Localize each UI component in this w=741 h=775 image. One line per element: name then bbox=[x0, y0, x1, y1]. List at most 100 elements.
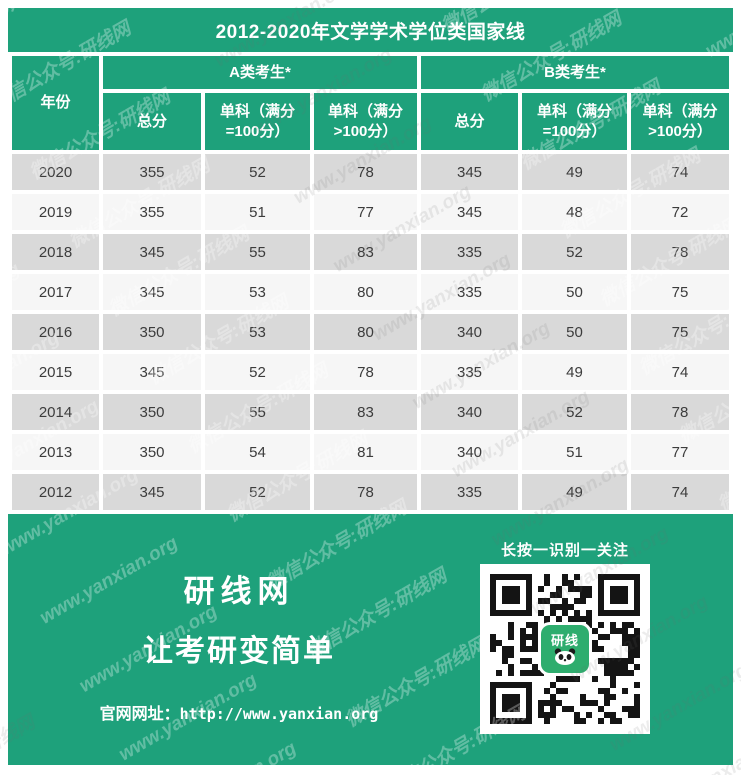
table-row: 2013 350 54 81 340 51 77 bbox=[12, 434, 729, 470]
score-cell: 78 bbox=[631, 394, 729, 430]
footer: 研线网 让考研变简单 官网网址：http://www.yanxian.org 长… bbox=[8, 514, 733, 765]
table-row: 2016 350 53 80 340 50 75 bbox=[12, 314, 729, 350]
year-cell: 2017 bbox=[12, 274, 99, 310]
table-row: 2014 350 55 83 340 52 78 bbox=[12, 394, 729, 430]
score-cell: 345 bbox=[103, 274, 201, 310]
score-cell: 52 bbox=[522, 394, 627, 430]
score-cell: 335 bbox=[421, 474, 518, 510]
score-cell: 78 bbox=[314, 154, 417, 190]
score-cell: 49 bbox=[522, 354, 627, 390]
website-label: 官网网址： bbox=[99, 706, 180, 723]
score-cell: 75 bbox=[631, 274, 729, 310]
score-cell: 340 bbox=[421, 394, 518, 430]
score-cell: 335 bbox=[421, 354, 518, 390]
score-cell: 49 bbox=[522, 154, 627, 190]
score-cell: 83 bbox=[314, 394, 417, 430]
score-cell: 335 bbox=[421, 234, 518, 270]
score-cell: 50 bbox=[522, 274, 627, 310]
qr-code: 研线 bbox=[480, 564, 650, 734]
score-table: 年份 A类考生* B类考生* 总分 单科（满分 =100分） 单科（满分 >10… bbox=[8, 52, 733, 514]
table-row: 2019 355 51 77 345 48 72 bbox=[12, 194, 729, 230]
score-cell: 355 bbox=[103, 154, 201, 190]
score-cell: 355 bbox=[103, 194, 201, 230]
table-row: 2012 345 52 78 335 49 74 bbox=[12, 474, 729, 510]
subheader-b-total: 总分 bbox=[421, 93, 518, 150]
score-cell: 78 bbox=[631, 234, 729, 270]
score-cell: 51 bbox=[522, 434, 627, 470]
score-cell: 55 bbox=[205, 234, 310, 270]
table-header: 年份 A类考生* B类考生* 总分 单科（满分 =100分） 单科（满分 >10… bbox=[12, 56, 729, 150]
subheader-a-single-100: 单科（满分 =100分） bbox=[205, 93, 310, 150]
qr-logo-text: 研线 bbox=[550, 632, 579, 648]
table-row: 2018 345 55 83 335 52 78 bbox=[12, 234, 729, 270]
score-cell: 345 bbox=[103, 474, 201, 510]
subheader-b-single-over100: 单科（满分 >100分） bbox=[631, 93, 729, 150]
year-cell: 2015 bbox=[12, 354, 99, 390]
table-body: 2020 355 52 78 345 49 74 2019 355 51 77 345 48 72 2018… bbox=[12, 154, 729, 510]
score-cell: 350 bbox=[103, 434, 201, 470]
score-cell: 350 bbox=[103, 314, 201, 350]
score-cell: 55 bbox=[205, 394, 310, 430]
qr-pattern bbox=[480, 564, 650, 734]
brand-slogan: 让考研变简单 bbox=[143, 635, 335, 668]
score-cell: 72 bbox=[631, 194, 729, 230]
year-cell: 2016 bbox=[12, 314, 99, 350]
score-cell: 81 bbox=[314, 434, 417, 470]
title-bar: 2012-2020年文学学术学位类国家线 bbox=[8, 8, 733, 52]
score-cell: 48 bbox=[522, 194, 627, 230]
table-row: 2015 345 52 78 335 49 74 bbox=[12, 354, 729, 390]
qr-caption: 长按一识别一关注 bbox=[500, 542, 629, 559]
score-cell: 53 bbox=[205, 274, 310, 310]
table-row: 2017 345 53 80 335 50 75 bbox=[12, 274, 729, 310]
year-cell: 2018 bbox=[12, 234, 99, 270]
year-cell: 2020 bbox=[12, 154, 99, 190]
score-cell: 52 bbox=[205, 354, 310, 390]
website-url: http://www.yanxian.org bbox=[179, 705, 379, 723]
score-cell: 345 bbox=[421, 154, 518, 190]
year-cell: 2013 bbox=[12, 434, 99, 470]
score-cell: 50 bbox=[522, 314, 627, 350]
subheader-b-single-100: 单科（满分 =100分） bbox=[522, 93, 627, 150]
score-cell: 49 bbox=[522, 474, 627, 510]
subheader-a-single-over100: 单科（满分 >100分） bbox=[314, 93, 417, 150]
score-cell: 74 bbox=[631, 154, 729, 190]
score-cell: 52 bbox=[205, 154, 310, 190]
brand-name: 研线网 bbox=[183, 574, 295, 609]
score-cell: 75 bbox=[631, 314, 729, 350]
group-b-header: B类考生* bbox=[421, 56, 729, 89]
score-cell: 340 bbox=[421, 434, 518, 470]
score-cell: 77 bbox=[314, 194, 417, 230]
score-cell: 350 bbox=[103, 394, 201, 430]
year-cell: 2014 bbox=[12, 394, 99, 430]
score-cell: 51 bbox=[205, 194, 310, 230]
score-cell: 83 bbox=[314, 234, 417, 270]
score-cell: 52 bbox=[522, 234, 627, 270]
score-cell: 78 bbox=[314, 474, 417, 510]
table-row: 2020 355 52 78 345 49 74 bbox=[12, 154, 729, 190]
footer-brand-block: 研线网 让考研变简单 官网网址：http://www.yanxian.org bbox=[8, 514, 470, 765]
subheader-a-total: 总分 bbox=[103, 93, 201, 150]
score-cell: 345 bbox=[103, 234, 201, 270]
score-cell: 335 bbox=[421, 274, 518, 310]
score-cell: 53 bbox=[205, 314, 310, 350]
score-cell: 340 bbox=[421, 314, 518, 350]
website-line: 官网网址：http://www.yanxian.org bbox=[8, 700, 470, 724]
group-a-header: A类考生* bbox=[103, 56, 417, 89]
qr-center-logo: 研线 bbox=[541, 625, 589, 673]
year-column-header: 年份 bbox=[12, 56, 99, 150]
panda-icon bbox=[554, 647, 576, 665]
year-cell: 2019 bbox=[12, 194, 99, 230]
score-cell: 77 bbox=[631, 434, 729, 470]
score-cell: 52 bbox=[205, 474, 310, 510]
score-cell: 80 bbox=[314, 314, 417, 350]
score-cell: 78 bbox=[314, 354, 417, 390]
year-cell: 2012 bbox=[12, 474, 99, 510]
page-title: 2012-2020年文学学术学位类国家线 bbox=[215, 21, 526, 43]
score-cell: 54 bbox=[205, 434, 310, 470]
score-cell: 74 bbox=[631, 354, 729, 390]
score-cell: 345 bbox=[421, 194, 518, 230]
score-cell: 74 bbox=[631, 474, 729, 510]
score-cell: 80 bbox=[314, 274, 417, 310]
score-cell: 345 bbox=[103, 354, 201, 390]
